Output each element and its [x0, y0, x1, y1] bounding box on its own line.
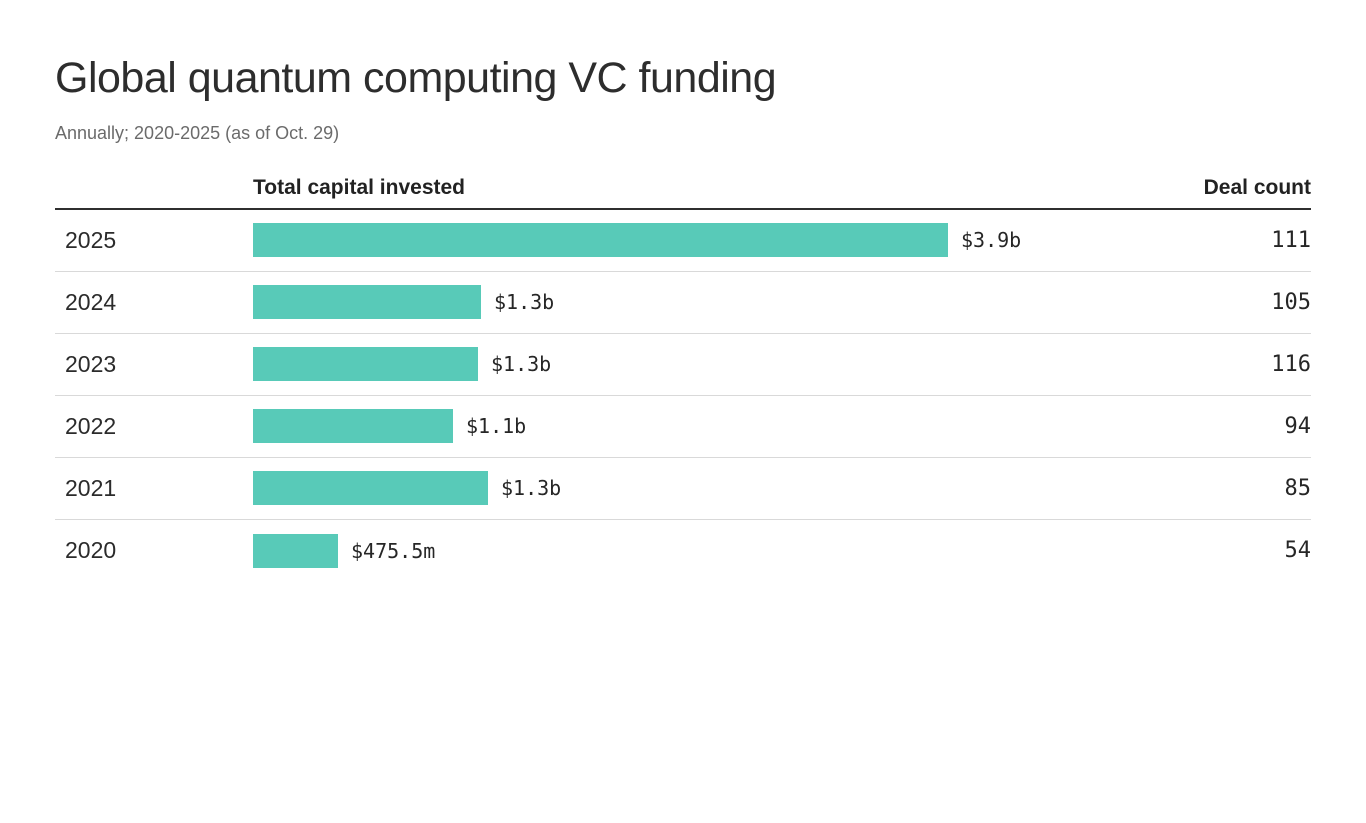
table-row: 2021 $1.3b 85	[55, 458, 1311, 520]
row-year-label: 2021	[65, 474, 117, 501]
capital-bar	[253, 347, 478, 382]
table-header: Total capital invested Deal count	[55, 176, 1311, 210]
chart-title: Global quantum computing VC funding	[55, 54, 777, 102]
chart-subtitle: Annually; 2020-2025 (as of Oct. 29)	[55, 123, 340, 144]
capital-bar	[253, 533, 338, 568]
row-year-label: 2022	[65, 412, 117, 439]
row-year-label: 2020	[65, 537, 117, 564]
capital-bar-cell: $475.5m	[253, 533, 1201, 568]
capital-bar-cell: $1.3b	[253, 347, 1201, 382]
capital-bar	[253, 471, 488, 506]
capital-value-label: $1.3b	[501, 476, 562, 501]
capital-value-label: $1.3b	[491, 352, 552, 377]
capital-bar-cell: $1.1b	[253, 409, 1201, 444]
chart-rows: 2025 $3.9b 111 2024 $1.3b 105 2023 $1.3b…	[55, 210, 1311, 582]
capital-bar-cell: $3.9b	[253, 223, 1201, 258]
deal-count-value: 111	[1271, 227, 1311, 253]
capital-bar	[253, 285, 481, 320]
column-header-deals: Deal count	[1203, 175, 1311, 199]
deal-count-value: 105	[1271, 289, 1311, 315]
table-row: 2023 $1.3b 116	[55, 334, 1311, 396]
row-year-label: 2024	[65, 288, 117, 315]
capital-bar-cell: $1.3b	[253, 471, 1201, 506]
capital-value-label: $1.3b	[494, 290, 555, 315]
column-header-capital: Total capital invested	[253, 175, 465, 199]
capital-bar-cell: $1.3b	[253, 285, 1201, 320]
deal-count-value: 94	[1284, 413, 1312, 439]
bar-chart: Total capital invested Deal count 2025 $…	[55, 176, 1311, 582]
row-year-label: 2023	[65, 350, 117, 377]
capital-value-label: $475.5m	[351, 538, 436, 563]
deal-count-value: 85	[1284, 475, 1312, 501]
capital-bar	[253, 223, 948, 258]
table-row: 2024 $1.3b 105	[55, 272, 1311, 334]
chart-card: Global quantum computing VC funding Annu…	[0, 54, 1366, 582]
capital-value-label: $1.1b	[466, 414, 527, 439]
deal-count-value: 116	[1271, 351, 1311, 377]
capital-bar	[253, 409, 453, 444]
table-row: 2025 $3.9b 111	[55, 210, 1311, 272]
capital-value-label: $3.9b	[961, 228, 1022, 253]
table-row: 2022 $1.1b 94	[55, 396, 1311, 458]
table-row: 2020 $475.5m 54	[55, 520, 1311, 582]
deal-count-value: 54	[1284, 538, 1312, 564]
row-year-label: 2025	[65, 226, 117, 253]
